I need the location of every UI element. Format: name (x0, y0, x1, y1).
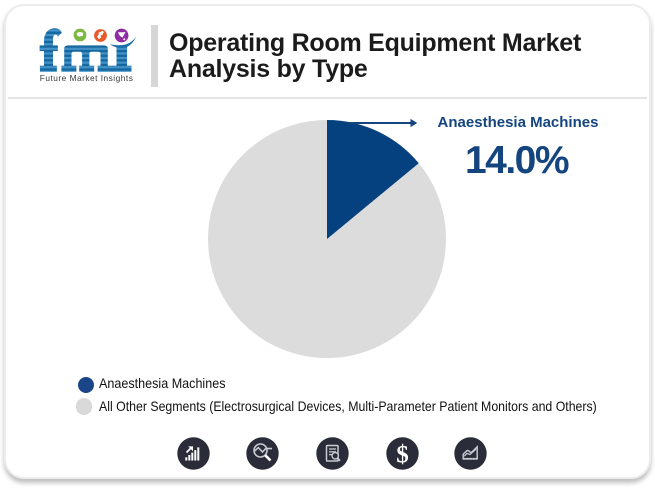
svg-text:$: $ (396, 441, 409, 468)
svg-text:Future Market Insights: Future Market Insights (40, 73, 134, 83)
